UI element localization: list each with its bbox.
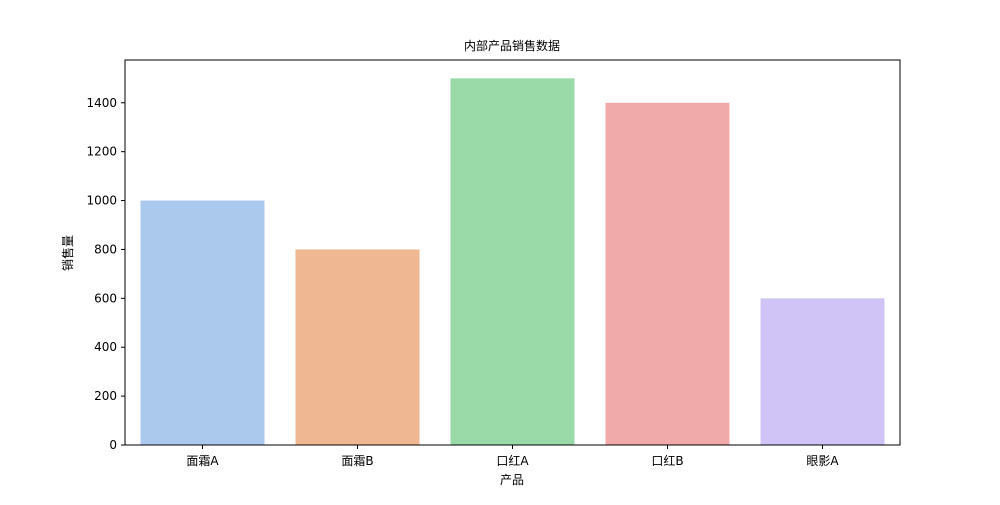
bar-3 [450,78,575,445]
bar-2 [295,249,420,445]
y-tick-label: 200 [94,389,117,403]
y-tick-label: 0 [109,438,117,452]
x-axis-label: 产品 [500,473,524,487]
chart-title: 内部产品销售数据 [464,38,560,53]
x-axis: 面霜A 面霜B 口红A 口红B 眼影A [186,445,839,468]
y-tick-label: 400 [94,340,117,354]
y-tick-label: 600 [94,291,117,305]
x-tick-label: 眼影A [806,454,839,468]
bar-4 [605,102,730,446]
x-tick-label: 面霜A [186,454,219,468]
x-tick-label: 口红A [496,453,529,468]
y-tick-label: 1400 [86,96,117,110]
x-tick-label: 口红B [651,453,683,468]
x-tick-label: 面霜B [341,454,373,468]
bar-1 [140,200,265,445]
y-tick-label: 1200 [86,145,117,159]
y-axis-label: 销售量 [60,235,75,271]
bars-group [140,78,885,446]
y-tick-label: 1000 [86,194,117,208]
y-tick-label: 800 [94,242,117,256]
bar-5 [760,298,885,445]
y-axis: 0 200 400 600 800 1000 1200 1400 [86,96,125,452]
